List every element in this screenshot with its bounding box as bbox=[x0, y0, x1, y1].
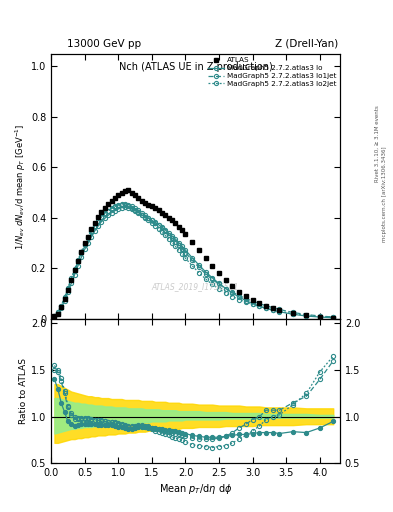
ATLAS bbox=[126, 187, 131, 193]
MadGraph5 2.7.2.atlas3 lo2jet bbox=[304, 312, 309, 318]
Text: mcplots.cern.ch [arXiv:1306.3436]: mcplots.cern.ch [arXiv:1306.3436] bbox=[382, 147, 387, 242]
MadGraph5 2.7.2.atlas3 lo2jet bbox=[183, 255, 188, 261]
ATLAS bbox=[210, 263, 215, 269]
Y-axis label: $1/N_{ev}$ $dN_{ev}$/d mean $p_T$ [GeV$^{-1}$]: $1/N_{ev}$ $dN_{ev}$/d mean $p_T$ [GeV$^… bbox=[14, 123, 28, 249]
MadGraph5 2.7.2.atlas3 lo2jet bbox=[96, 218, 101, 224]
Line: ATLAS: ATLAS bbox=[52, 187, 336, 320]
MadGraph5 2.7.2.atlas3 lo1jet bbox=[331, 314, 336, 320]
MadGraph5 2.7.2.atlas3 lo2jet bbox=[250, 302, 255, 308]
MadGraph5 2.7.2.atlas3 lo bbox=[123, 204, 127, 210]
Text: ATLAS_2019_I1736531: ATLAS_2019_I1736531 bbox=[152, 283, 239, 291]
Line: MadGraph5 2.7.2.atlas3 lo2jet: MadGraph5 2.7.2.atlas3 lo2jet bbox=[52, 203, 335, 319]
MadGraph5 2.7.2.atlas3 lo1jet bbox=[304, 311, 309, 317]
MadGraph5 2.7.2.atlas3 lo bbox=[304, 313, 309, 319]
Text: Nch (ATLAS UE in Z production): Nch (ATLAS UE in Z production) bbox=[119, 62, 272, 72]
MadGraph5 2.7.2.atlas3 lo1jet bbox=[250, 298, 255, 304]
MadGraph5 2.7.2.atlas3 lo bbox=[210, 275, 215, 281]
Line: MadGraph5 2.7.2.atlas3 lo1jet: MadGraph5 2.7.2.atlas3 lo1jet bbox=[52, 202, 335, 319]
ATLAS bbox=[304, 312, 309, 318]
MadGraph5 2.7.2.atlas3 lo2jet bbox=[52, 312, 57, 318]
MadGraph5 2.7.2.atlas3 lo bbox=[331, 315, 336, 321]
Text: 13000 GeV pp: 13000 GeV pp bbox=[67, 38, 141, 49]
Legend: ATLAS, MadGraph5 2.7.2.atlas3 lo, MadGraph5 2.7.2.atlas3 lo1jet, MadGraph5 2.7.2: ATLAS, MadGraph5 2.7.2.atlas3 lo, MadGra… bbox=[207, 56, 338, 89]
X-axis label: Mean $p_T$/d$\eta$ d$\phi$: Mean $p_T$/d$\eta$ d$\phi$ bbox=[159, 482, 232, 497]
MadGraph5 2.7.2.atlas3 lo1jet bbox=[123, 201, 127, 207]
ATLAS bbox=[96, 214, 101, 220]
MadGraph5 2.7.2.atlas3 lo1jet bbox=[183, 249, 188, 255]
Text: Rivet 3.1.10, ≥ 3.1M events: Rivet 3.1.10, ≥ 3.1M events bbox=[375, 105, 380, 182]
MadGraph5 2.7.2.atlas3 lo1jet bbox=[210, 276, 215, 283]
ATLAS bbox=[183, 231, 188, 237]
MadGraph5 2.7.2.atlas3 lo bbox=[183, 247, 188, 253]
MadGraph5 2.7.2.atlas3 lo2jet bbox=[210, 282, 215, 288]
MadGraph5 2.7.2.atlas3 lo bbox=[99, 219, 104, 225]
Text: Z (Drell-Yan): Z (Drell-Yan) bbox=[275, 38, 338, 49]
MadGraph5 2.7.2.atlas3 lo bbox=[52, 313, 57, 319]
MadGraph5 2.7.2.atlas3 lo1jet bbox=[99, 214, 104, 220]
Line: MadGraph5 2.7.2.atlas3 lo: MadGraph5 2.7.2.atlas3 lo bbox=[52, 205, 335, 320]
ATLAS bbox=[331, 315, 336, 321]
ATLAS bbox=[250, 297, 255, 303]
MadGraph5 2.7.2.atlas3 lo bbox=[96, 223, 101, 229]
MadGraph5 2.7.2.atlas3 lo2jet bbox=[331, 314, 336, 321]
Y-axis label: Ratio to ATLAS: Ratio to ATLAS bbox=[19, 358, 28, 424]
ATLAS bbox=[99, 208, 104, 215]
MadGraph5 2.7.2.atlas3 lo1jet bbox=[52, 313, 57, 319]
ATLAS bbox=[52, 313, 57, 319]
MadGraph5 2.7.2.atlas3 lo bbox=[250, 301, 255, 307]
MadGraph5 2.7.2.atlas3 lo1jet bbox=[96, 218, 101, 224]
MadGraph5 2.7.2.atlas3 lo2jet bbox=[99, 214, 104, 220]
MadGraph5 2.7.2.atlas3 lo2jet bbox=[119, 202, 124, 208]
